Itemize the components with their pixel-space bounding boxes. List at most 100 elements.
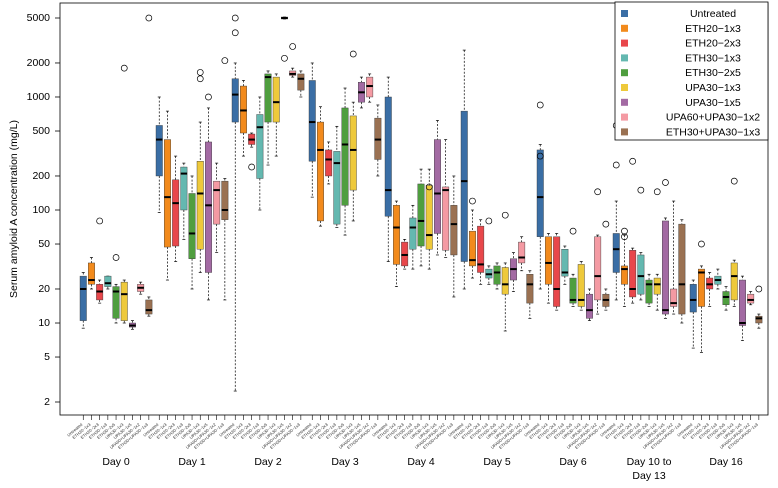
box	[213, 180, 221, 225]
legend-label: UPA30−1x3	[685, 82, 741, 94]
group-5	[384, 76, 458, 298]
legend-label: Untreated	[690, 8, 736, 20]
outlier-point	[621, 233, 628, 241]
outlier-point	[602, 220, 610, 228]
outlier-point	[485, 217, 493, 225]
legend-label: ETH30+UPA30−1x3	[666, 126, 761, 138]
box	[477, 225, 485, 273]
box	[188, 193, 196, 259]
box	[231, 78, 239, 123]
box	[689, 284, 697, 313]
outlier-point	[289, 43, 296, 50]
box	[384, 96, 392, 217]
outlier-point	[145, 14, 153, 22]
legend-swatch	[621, 24, 628, 32]
group-9	[689, 177, 763, 353]
box	[79, 275, 87, 321]
outlier-point	[653, 188, 661, 196]
box	[442, 186, 450, 251]
box	[594, 236, 602, 301]
outlier-point	[536, 152, 544, 160]
box	[349, 115, 357, 191]
y-axis: 2 5 10 20 50 100 200 500 1000 2000 5000	[27, 12, 60, 408]
box	[569, 277, 577, 304]
box	[450, 205, 458, 256]
group-1	[79, 14, 153, 330]
legend-label: ETH30−1x3	[685, 52, 741, 64]
outlier-point	[612, 161, 620, 169]
box	[526, 274, 534, 304]
box	[536, 149, 544, 237]
outlier-point	[637, 186, 645, 194]
outlier-point	[96, 217, 104, 225]
outlier-point	[112, 254, 120, 261]
box	[586, 293, 593, 319]
box	[145, 299, 153, 315]
group-8	[612, 122, 686, 324]
group-label: Day 16	[709, 456, 742, 468]
y-tick-label: 5	[44, 351, 50, 363]
box	[434, 139, 441, 234]
box	[308, 80, 316, 162]
y-tick-label: 500	[32, 125, 50, 137]
box	[747, 293, 755, 304]
outlier-point	[469, 197, 476, 205]
outlier-point	[755, 285, 763, 293]
outlier-point	[281, 54, 288, 62]
legend-swatch	[621, 54, 628, 62]
group-label: Day 13	[632, 470, 665, 482]
box	[612, 233, 620, 273]
y-tick-label: 2000	[27, 57, 51, 69]
y-axis-label: Serum amyloid A concentration (mg/L)	[8, 120, 20, 298]
legend-swatch	[621, 39, 628, 47]
outlier-point	[349, 50, 357, 58]
box	[104, 275, 112, 287]
legend-swatch	[621, 113, 628, 121]
box	[163, 139, 171, 248]
y-tick-label: 20	[38, 283, 50, 295]
legend-label: ETH20−2x3	[685, 38, 741, 50]
legend-swatch	[621, 84, 628, 91]
box	[172, 179, 180, 247]
outlier-point	[248, 163, 255, 171]
outlier-point	[120, 64, 128, 72]
box	[425, 185, 433, 250]
box	[469, 230, 476, 267]
box	[256, 114, 264, 179]
legend-swatch	[621, 69, 628, 77]
box	[670, 288, 678, 307]
y-tick-label: 100	[32, 204, 50, 216]
box	[264, 73, 272, 123]
box	[409, 217, 417, 250]
box	[561, 248, 569, 277]
box	[221, 180, 229, 220]
box	[722, 291, 730, 305]
y-tick-label: 50	[38, 238, 50, 250]
box	[317, 121, 324, 222]
box	[393, 205, 400, 265]
outlier-point	[594, 188, 602, 196]
outlier-point	[536, 101, 544, 109]
legend-label: ETH30−2x5	[685, 67, 741, 79]
box	[180, 166, 188, 211]
group-label: Day 0	[102, 456, 130, 468]
box	[297, 73, 305, 91]
outlier-point	[196, 69, 204, 76]
group-label: Day 1	[178, 456, 206, 468]
group-label: Day 5	[483, 456, 511, 468]
box	[333, 151, 341, 225]
box	[637, 254, 645, 295]
group-6	[460, 49, 534, 332]
group-label: Day 4	[407, 456, 435, 468]
box	[120, 281, 128, 321]
outlier-point	[501, 211, 509, 219]
box	[621, 265, 628, 285]
outlier-point	[698, 240, 705, 248]
legend-label: UPA30−1x5	[685, 97, 741, 109]
box	[629, 250, 637, 298]
group-label: Day 3	[331, 456, 359, 468]
outlier-point	[196, 75, 204, 83]
outlier-point	[730, 177, 738, 185]
box	[678, 223, 686, 315]
